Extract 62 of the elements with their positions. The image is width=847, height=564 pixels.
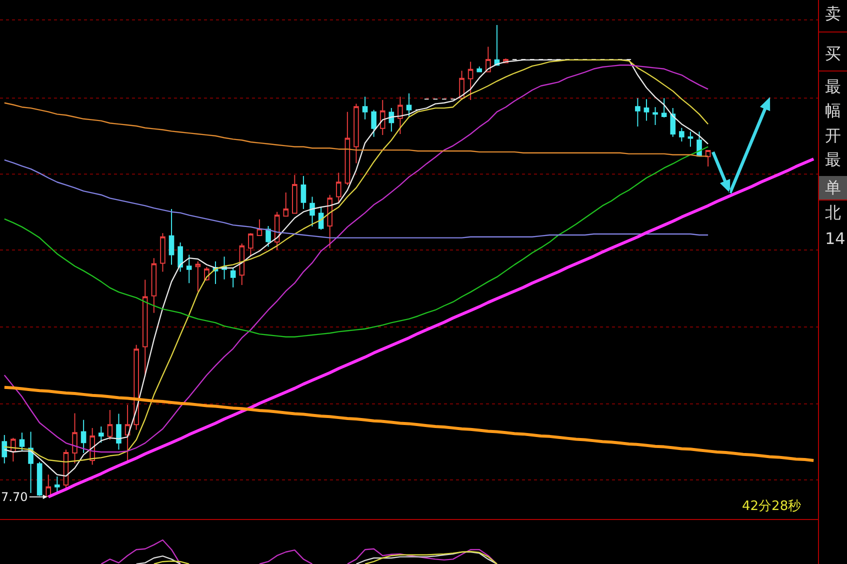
candlestick <box>116 413 122 450</box>
candlestick <box>362 96 368 120</box>
text: 42分28秒 <box>742 499 802 514</box>
candlestick <box>476 66 482 73</box>
candlestick <box>679 127 684 142</box>
candlestick <box>195 260 201 292</box>
text: 幅 <box>825 101 841 120</box>
candlestick <box>248 232 254 258</box>
candlestick <box>380 100 386 136</box>
candlestick <box>160 232 166 272</box>
candlestick <box>336 172 342 204</box>
annotation: 7.70 <box>1 490 28 504</box>
text: 开 <box>825 126 841 145</box>
candlestick <box>327 194 332 249</box>
candlestick <box>283 192 289 217</box>
candlestick <box>371 109 376 138</box>
candlestick <box>696 131 702 157</box>
candlestick <box>688 131 694 148</box>
text: 14 <box>825 229 846 248</box>
candlestick <box>494 24 500 66</box>
candlestick <box>310 196 315 227</box>
candlestick <box>36 461 42 496</box>
candlestick <box>230 267 236 288</box>
candlestick <box>239 242 245 286</box>
candlestick <box>72 412 78 464</box>
text: 北 <box>825 203 841 222</box>
candlestick <box>459 70 464 101</box>
candlestick <box>54 476 60 494</box>
candlestick <box>178 242 183 272</box>
candlestick <box>344 111 350 186</box>
candlestick <box>256 218 262 236</box>
candlestick <box>486 46 491 73</box>
candlestick <box>10 437 16 462</box>
candlestick <box>134 344 139 430</box>
candlestick <box>107 410 113 440</box>
text: 单 <box>825 178 841 197</box>
candlestick <box>28 431 34 494</box>
text: 买 <box>825 44 841 63</box>
candlestick <box>661 98 667 118</box>
candlestick <box>80 419 86 454</box>
candlestick <box>398 96 403 134</box>
candlestick <box>652 106 658 126</box>
candlestick <box>151 258 157 314</box>
candlestick <box>168 208 174 266</box>
text: 最 <box>825 150 841 169</box>
candlestick <box>19 432 25 452</box>
candlestick <box>670 108 676 138</box>
candlestick <box>266 226 271 248</box>
candlestick <box>635 98 640 127</box>
candlestick <box>644 98 650 122</box>
text: 卖 <box>825 4 841 23</box>
candlestick <box>406 92 412 118</box>
candlestick <box>468 61 474 101</box>
candlestick <box>354 103 359 164</box>
text: 最 <box>825 77 841 96</box>
candlestick <box>186 254 192 284</box>
candlestick <box>705 150 711 168</box>
candlestick <box>292 174 298 214</box>
candlestick <box>2 434 8 464</box>
candlestick <box>388 108 394 132</box>
candlestick <box>98 426 104 444</box>
candlestick <box>300 175 306 210</box>
